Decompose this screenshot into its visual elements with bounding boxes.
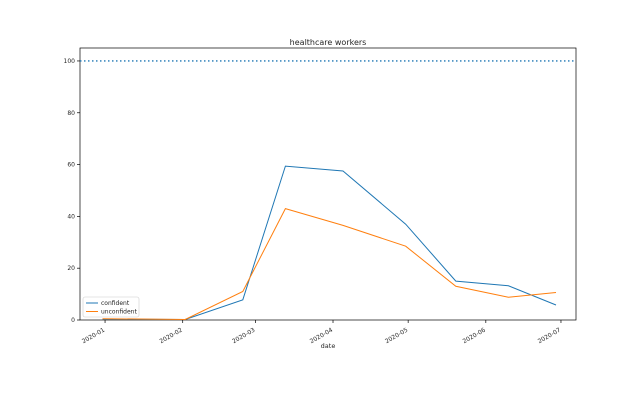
y-tick-label: 100: [64, 58, 76, 65]
x-tick-label: 2020-07: [537, 327, 562, 346]
x-tick-label: 2020-06: [462, 327, 487, 346]
plot-area: [79, 47, 577, 321]
legend-label-unconfident: unconfident: [101, 309, 137, 316]
y-axis: 0 20 40 60 80 100: [64, 58, 80, 324]
x-axis-label: date: [321, 342, 336, 350]
x-tick-label: 2020-02: [158, 327, 183, 346]
y-tick-label: 40: [67, 213, 75, 220]
series-layer: [102, 165, 557, 321]
y-tick-label: 20: [67, 265, 75, 272]
series-line-confident: [102, 165, 557, 321]
x-tick-label: 2020-01: [81, 327, 106, 346]
series-line-unconfident: [102, 208, 557, 321]
chart-title: healthcare workers: [290, 38, 367, 47]
x-tick-label: 2020-03: [231, 327, 256, 346]
x-tick-label: 2020-05: [384, 327, 409, 346]
legend-label-confident: confident: [101, 300, 130, 307]
y-tick-label: 60: [67, 162, 75, 169]
plot-border: [79, 47, 577, 321]
y-tick-label: 0: [71, 317, 75, 324]
y-tick-label: 80: [67, 110, 75, 117]
legend: confident unconfident: [82, 296, 140, 318]
